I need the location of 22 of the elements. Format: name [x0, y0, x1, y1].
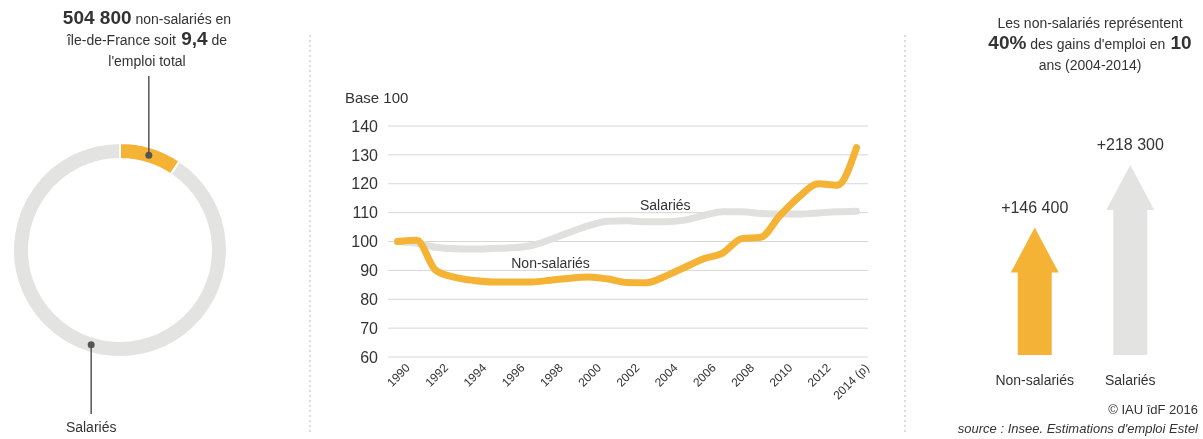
- y-tick-label: 60: [360, 348, 379, 366]
- y-axis-title: Base 100: [345, 89, 409, 106]
- data-label: +218 300: [1096, 136, 1164, 153]
- x-tick-label: Salariés: [1104, 372, 1156, 388]
- chart-title: Les non-salariés représentent 40% des gains d'emploi en 10 ans (2004-2014): [988, 15, 1192, 73]
- series-label: Salariés: [639, 196, 691, 213]
- y-tick-label: 90: [360, 261, 379, 279]
- y-tick-label: 80: [360, 290, 379, 308]
- y-tick-label: 100: [351, 233, 379, 251]
- slice-label: Salariés: [65, 419, 117, 435]
- source-note: source : Insee. Estimations d'emploi Estel: [957, 421, 1200, 436]
- y-tick-label: 110: [352, 204, 379, 222]
- y-tick-label: 130: [351, 146, 379, 164]
- donut-slice: [12, 142, 228, 358]
- category-label: 504 800 non-salariés en île-de-France soit 9,4 de l'emploi total: [62, 7, 232, 69]
- series-label: Non-salariés: [511, 255, 590, 272]
- x-tick-label: Non-salariés: [995, 372, 1075, 388]
- text: © IAU îdF 2016: [1108, 402, 1198, 417]
- y-tick-label: 70: [360, 319, 379, 337]
- y-tick-label: 120: [351, 175, 379, 193]
- y-tick-label: 140: [351, 117, 379, 135]
- data-label: +146 400: [1001, 198, 1069, 216]
